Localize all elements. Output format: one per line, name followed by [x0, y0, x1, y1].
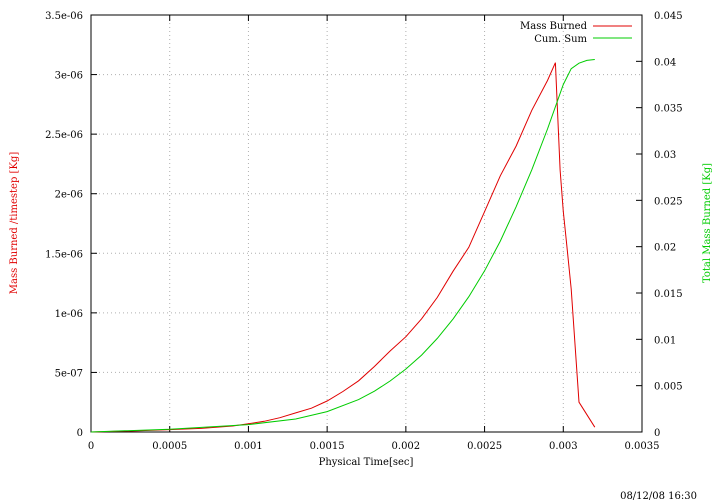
- right-axis-ticks: 0 0.005 0.01 0.015 0.02 0.025 0.03 0.035 0.04 0.0…: [636, 11, 683, 439]
- left-axis-ticks: 0 5e-07 1e-06 1.5e-06 2e-06 2.5e-06 3e-06 3.5e-…: [45, 11, 97, 439]
- left-tick-label: 3e-06: [55, 71, 83, 82]
- grid: [91, 15, 642, 432]
- x-tick-label: 0.002: [392, 441, 421, 452]
- plot-frame: [90, 14, 643, 433]
- left-axis-label: Mass Burned /timestep [Kg]: [9, 152, 20, 295]
- right-tick-label: 0.045: [654, 11, 683, 22]
- legend-label-cum-sum: Cum. Sum: [534, 34, 587, 45]
- left-tick-label: 0: [77, 428, 83, 439]
- right-tick-label: 0.035: [654, 104, 683, 115]
- legend-label-mass-burned: Mass Burned: [520, 21, 588, 32]
- left-tick-label: 2e-06: [55, 190, 83, 201]
- series-line-mass-burned: [90, 62, 596, 433]
- x-axis-label: Physical Time[sec]: [319, 457, 414, 468]
- right-tick-label: 0.04: [654, 57, 676, 68]
- x-axis-ticks: 0 0.0005 0.001 0.0015 0.002 0.0025 0.003 0.0035: [88, 15, 660, 452]
- left-tick-label: 5e-07: [55, 368, 83, 379]
- right-tick-label: 0.01: [654, 335, 676, 346]
- left-tick-label: 1e-06: [55, 309, 83, 320]
- x-tick-label: 0.0005: [152, 441, 187, 452]
- right-tick-label: 0.005: [654, 382, 683, 393]
- timestamp: 08/12/08 16:30: [620, 491, 697, 502]
- right-tick-label: 0: [654, 428, 660, 439]
- left-tick-label: 3.5e-06: [45, 11, 83, 22]
- right-tick-label: 0.025: [654, 196, 683, 207]
- right-tick-label: 0.02: [654, 243, 676, 254]
- left-tick-label: 2.5e-06: [45, 130, 83, 141]
- x-tick-label: 0: [88, 441, 94, 452]
- right-axis-label: Total Mass Burned [Kg]: [702, 163, 713, 283]
- left-tick-label: 1.5e-06: [45, 249, 83, 260]
- series-line-cum-sum: [90, 59, 595, 433]
- right-tick-label: 0.015: [654, 289, 683, 300]
- x-tick-label: 0.0025: [467, 441, 502, 452]
- x-tick-label: 0.0015: [310, 441, 345, 452]
- right-tick-label: 0.03: [654, 150, 676, 161]
- x-tick-label: 0.003: [549, 441, 578, 452]
- x-tick-label: 0.0035: [625, 441, 660, 452]
- x-tick-label: 0.001: [234, 441, 263, 452]
- legend: Mass Burned Cum. Sum: [520, 21, 632, 45]
- series-lines: [90, 59, 596, 433]
